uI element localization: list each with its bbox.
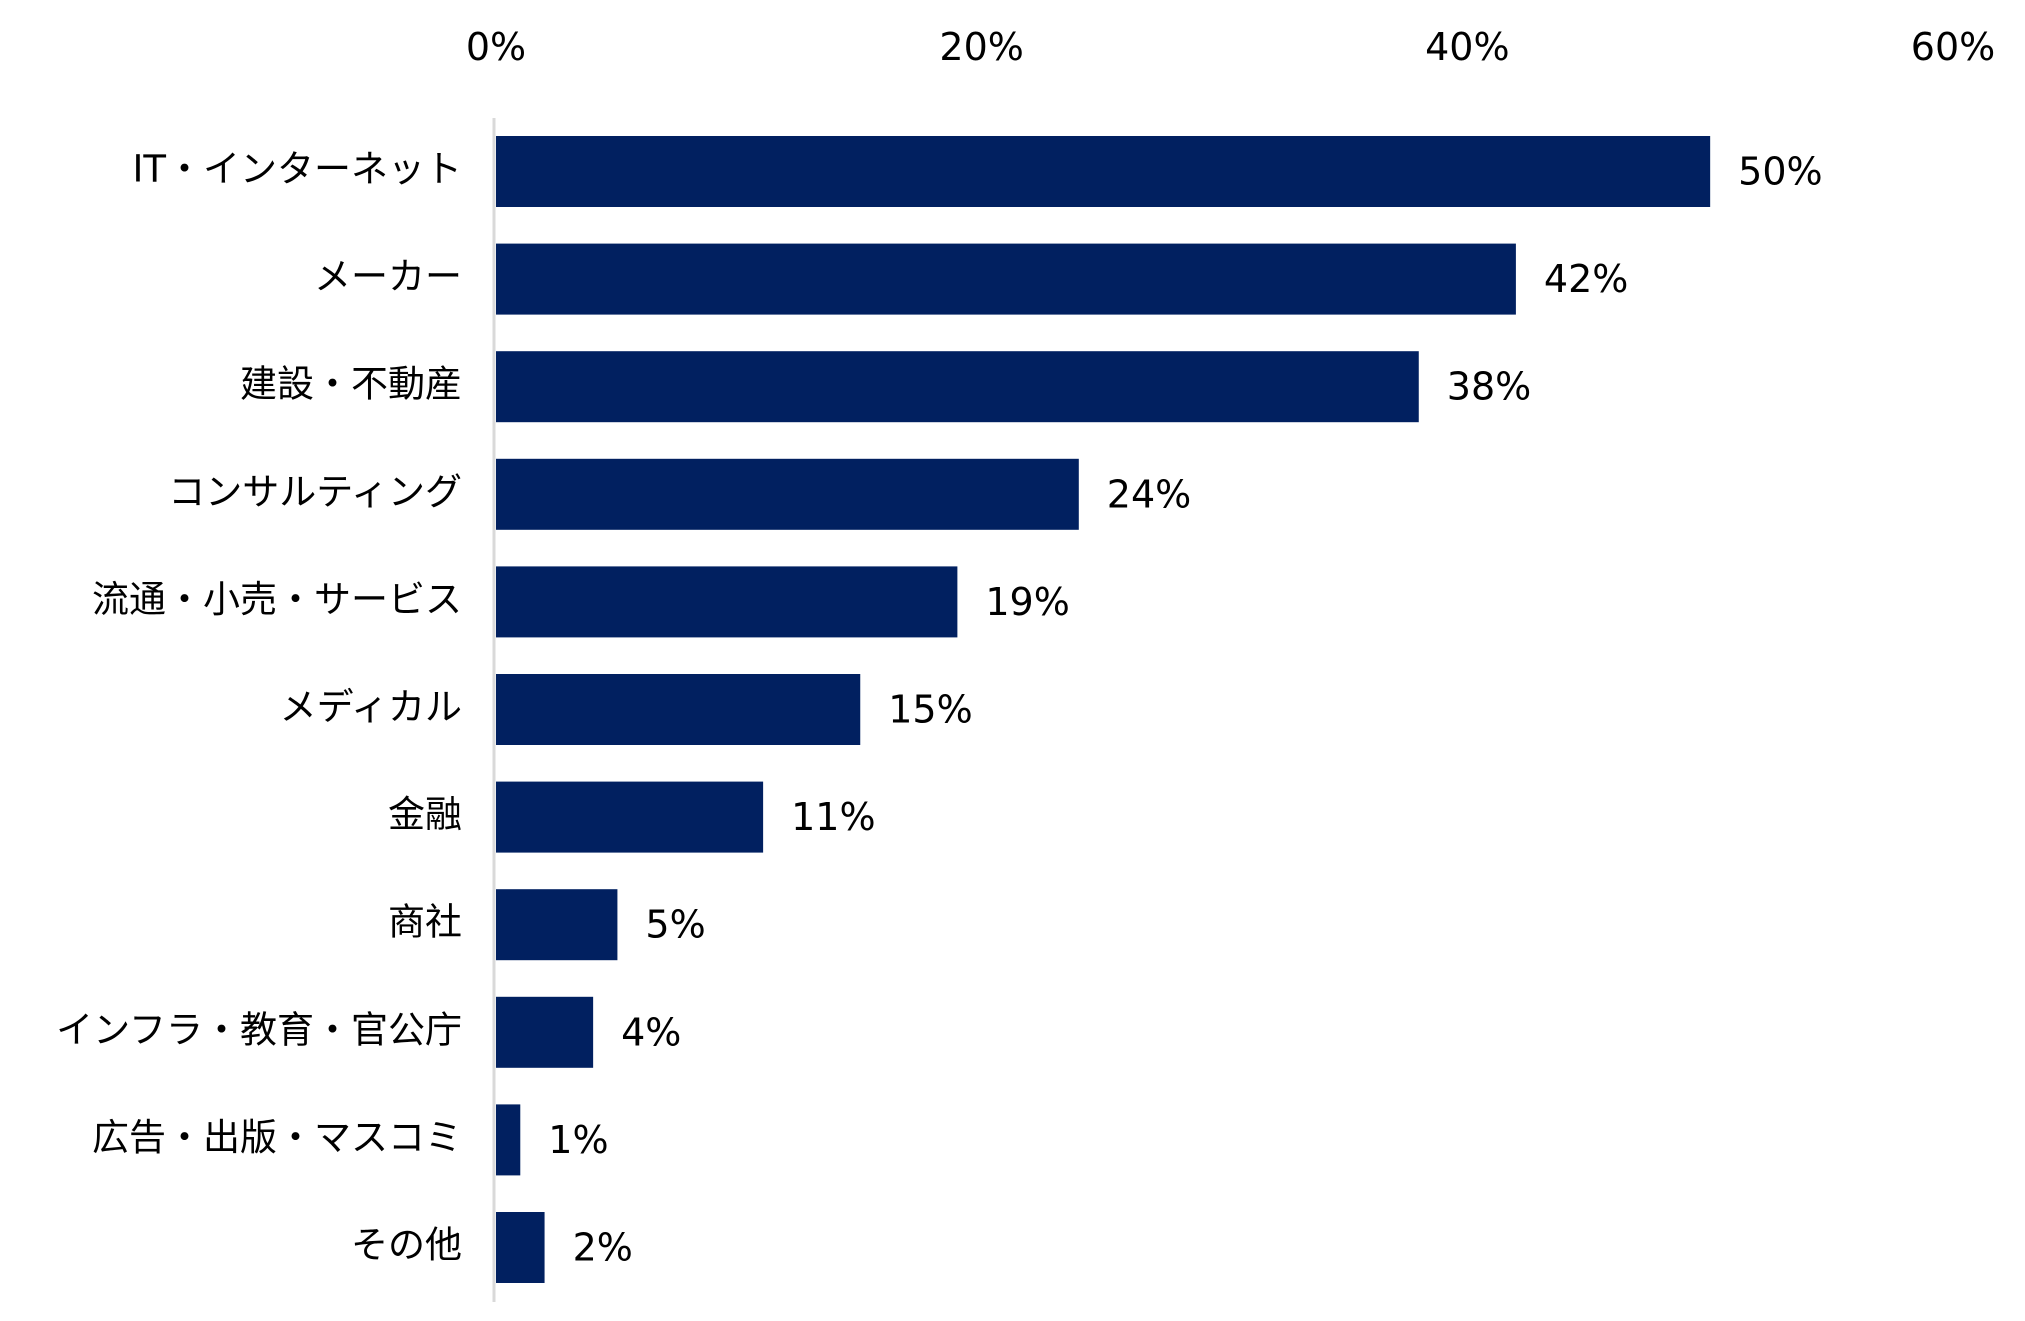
data-label: 5% — [645, 903, 705, 947]
category-label: メーカー — [314, 255, 462, 298]
x-tick-label: 20% — [939, 25, 1023, 69]
bar — [496, 458, 1079, 530]
x-tick-label: 0% — [466, 25, 526, 69]
data-label: 50% — [1738, 150, 1822, 194]
bar — [496, 996, 594, 1068]
data-label: 42% — [1544, 257, 1628, 301]
data-label: 2% — [573, 1226, 633, 1270]
category-label: メディカル — [280, 686, 462, 729]
x-tick-label: 60% — [1911, 25, 1995, 69]
bar — [496, 781, 764, 853]
data-label: 4% — [621, 1010, 681, 1054]
bar — [496, 351, 1419, 423]
category-label: インフラ・教育・官公庁 — [56, 1008, 462, 1051]
category-label: コンサルティング — [168, 470, 462, 513]
bar — [496, 1212, 545, 1283]
x-tick-label: 40% — [1425, 25, 1509, 69]
category-label: 建設・不動産 — [240, 363, 462, 406]
data-label: 11% — [791, 795, 875, 839]
category-label: 商社 — [388, 901, 462, 944]
data-label: 1% — [548, 1118, 608, 1162]
data-label: 38% — [1447, 365, 1531, 409]
bar — [496, 136, 1711, 207]
category-label: 流通・小売・サービス — [92, 578, 462, 621]
bar — [496, 1104, 521, 1176]
category-label: 金融 — [388, 793, 462, 836]
data-label: 19% — [985, 580, 1069, 624]
category-label: IT・インターネット — [132, 148, 462, 191]
data-label: 15% — [888, 688, 972, 732]
data-label: 24% — [1107, 472, 1191, 516]
bar — [496, 243, 1516, 315]
bar — [496, 566, 958, 638]
category-label: その他 — [351, 1224, 462, 1267]
bar — [496, 889, 618, 961]
bar — [496, 674, 861, 745]
category-label: 広告・出版・マスコミ — [92, 1116, 462, 1159]
